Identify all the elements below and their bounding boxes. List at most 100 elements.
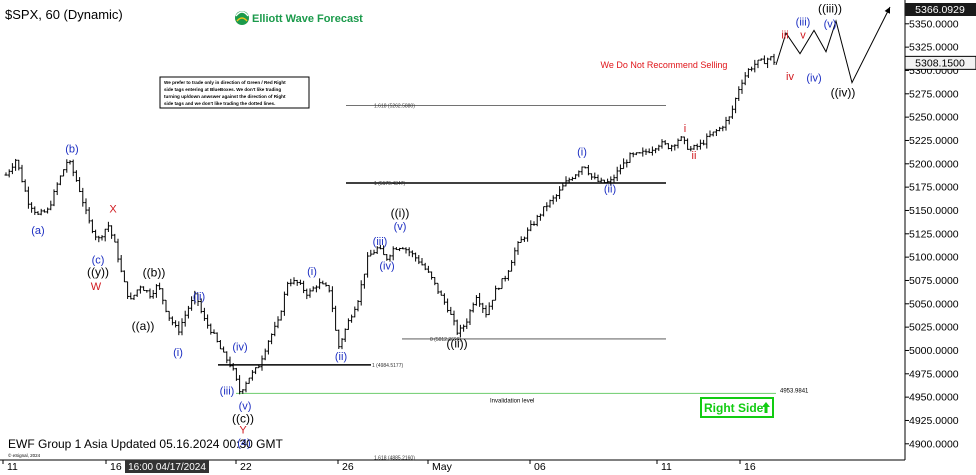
ohlc-bar bbox=[522, 236, 526, 242]
wave-labels: (a) (b) X (c)((y)) W ((b)) ((a)) (ii) (i) (iv) (ii… bbox=[31, 2, 855, 450]
ohlc-bar bbox=[670, 144, 674, 152]
ohlc-bar bbox=[343, 328, 347, 342]
warning-text: We Do Not Recommend Selling bbox=[601, 60, 728, 70]
invalidation-value-label: 4953.9841 bbox=[780, 388, 809, 394]
ohlc-bar bbox=[263, 348, 267, 361]
ohlc-bar bbox=[599, 177, 603, 183]
wave-label: (ii) bbox=[335, 351, 347, 363]
ohlc-bar bbox=[103, 228, 107, 242]
ohlc-bar bbox=[750, 66, 754, 72]
ohlc-bar bbox=[100, 235, 104, 241]
ohlc-bar bbox=[734, 97, 738, 114]
ohlc-bar bbox=[586, 164, 590, 176]
ohlc-bar bbox=[647, 148, 651, 154]
ohlc-bar bbox=[106, 221, 110, 232]
ohlc-bar bbox=[212, 329, 216, 334]
price-tick-label: 5125.0000 bbox=[909, 228, 959, 240]
ohlc-bar bbox=[231, 362, 235, 371]
ohlc-bar bbox=[385, 254, 389, 261]
ohlc-bar bbox=[177, 321, 181, 336]
ohlc-bar bbox=[276, 316, 280, 329]
ohlc-bar bbox=[346, 318, 350, 330]
ohlc-bar bbox=[286, 281, 290, 296]
ohlc-bar bbox=[378, 245, 382, 250]
ohlc-bar bbox=[218, 340, 222, 350]
ohlc-bar bbox=[474, 295, 478, 306]
ohlc-bar bbox=[250, 370, 254, 381]
ohlc-bar bbox=[503, 275, 507, 282]
price-tick-label: 5200.0000 bbox=[909, 158, 959, 170]
wave-label: iv bbox=[786, 71, 794, 83]
ohlc-bar bbox=[574, 174, 578, 180]
wave-label: (4) bbox=[237, 438, 250, 450]
ohlc-bar bbox=[266, 340, 270, 355]
ohlc-bar bbox=[270, 333, 274, 345]
ohlc-bar bbox=[148, 288, 152, 299]
ohlc-bar bbox=[711, 131, 715, 137]
ohlc-bar bbox=[551, 195, 555, 205]
price-tick-label: 5050.0000 bbox=[909, 298, 959, 310]
ohlc-bar bbox=[215, 332, 219, 343]
ohlc-bar bbox=[167, 310, 171, 321]
ohlc-bar bbox=[206, 314, 210, 329]
ohlc-bar bbox=[314, 285, 318, 293]
price-tick-label: 5350.0000 bbox=[909, 18, 959, 30]
price-badges: 5366.0929 5308.1500 bbox=[904, 3, 976, 70]
ohlc-bar bbox=[730, 105, 734, 119]
ohlc-bar bbox=[119, 255, 123, 273]
ohlc-bar bbox=[135, 289, 139, 297]
ohlc-bar bbox=[55, 182, 59, 196]
ohlc-bar bbox=[698, 139, 702, 150]
ohlc-bar bbox=[497, 287, 501, 291]
wave-label: (a) bbox=[31, 225, 44, 237]
ohlc-bar bbox=[340, 338, 344, 350]
ohlc-bar bbox=[327, 284, 331, 293]
ohlc-bar bbox=[190, 296, 194, 311]
ohlc-bar bbox=[161, 288, 165, 305]
ohlc-bar bbox=[222, 346, 226, 353]
price-tick-label: 5225.0000 bbox=[909, 135, 959, 147]
ohlc-bar bbox=[506, 270, 510, 281]
disclaimer-border bbox=[159, 76, 310, 109]
ohlc-bar bbox=[65, 159, 69, 173]
ohlc-bar bbox=[129, 292, 133, 300]
wave-label: ((c)) bbox=[232, 411, 254, 425]
ohlc-bar bbox=[145, 290, 149, 293]
ohlc-bar bbox=[583, 166, 587, 169]
wave-label: (iii) bbox=[796, 17, 811, 29]
ohlc-bar bbox=[244, 381, 248, 393]
ohlc-bar bbox=[570, 176, 574, 181]
ohlc-bar bbox=[241, 389, 245, 394]
ohlc-bar bbox=[455, 319, 459, 335]
ohlc-bar bbox=[30, 202, 34, 213]
ohlc-bar bbox=[26, 186, 30, 209]
ohlc-bar bbox=[356, 300, 360, 312]
right-side-tag: Right Side bbox=[700, 397, 774, 418]
ohlc-bar bbox=[535, 214, 539, 227]
ohlc-bar bbox=[446, 298, 450, 313]
ohlc-bar bbox=[468, 309, 472, 326]
ohlc-bar bbox=[612, 174, 616, 183]
ohlc-bar bbox=[484, 305, 488, 318]
brand-globe-icon bbox=[235, 11, 249, 25]
ohlc-bar bbox=[330, 286, 334, 313]
ohlc-bar bbox=[724, 116, 728, 131]
disclaimer-line: side tags entering at BlueBoxes. We don'… bbox=[164, 87, 281, 92]
ohlc-bar bbox=[311, 286, 315, 292]
ohlc-bar bbox=[74, 170, 78, 182]
time-tick-label: 22 bbox=[240, 461, 252, 473]
ohlc-bar bbox=[442, 293, 446, 305]
ohlc-bar bbox=[254, 367, 258, 375]
wave-label: (ii) bbox=[193, 291, 205, 303]
wave-label: ((iv)) bbox=[831, 86, 856, 100]
price-tick-label: 5325.0000 bbox=[909, 42, 959, 54]
ohlc-bar bbox=[414, 252, 418, 262]
price-axis-panel[interactable] bbox=[905, 0, 976, 475]
ohlc-bar bbox=[548, 199, 552, 208]
ohlc-bar bbox=[260, 355, 264, 371]
disclaimer-line: We prefer to trade only in direction of … bbox=[164, 80, 286, 85]
ohlc-bar bbox=[449, 306, 453, 315]
ohlc-bar bbox=[705, 133, 709, 149]
ohlc-bar bbox=[90, 219, 94, 234]
